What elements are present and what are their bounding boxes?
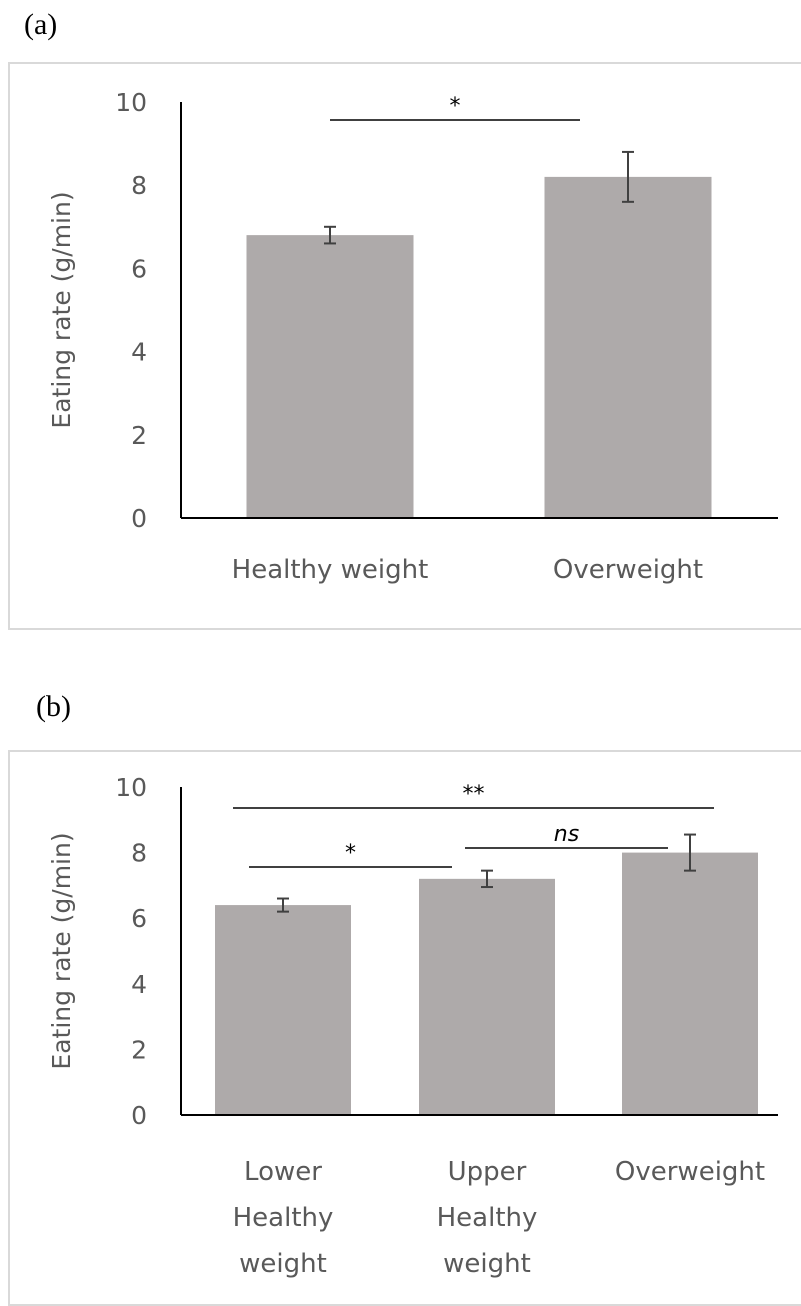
significance-label-b: ** <box>463 782 485 807</box>
significance-label-b: ns <box>554 822 579 847</box>
y-tick-label-b: 2 <box>131 1035 147 1064</box>
category-label-b-1: Lower <box>244 1157 322 1187</box>
y-tick-label-a: 4 <box>131 338 147 367</box>
y-tick-label-b: 8 <box>131 839 147 868</box>
category-label-b-1: Healthy <box>233 1203 334 1233</box>
panel-label-b: (b) <box>36 690 71 723</box>
panel-label-a: (a) <box>24 8 58 41</box>
y-axis-label-b: Eating rate (g/min) <box>47 832 76 1069</box>
category-label-a-2: Overweight <box>553 555 703 585</box>
significance-label-b: * <box>345 841 356 866</box>
category-label-b-1: weight <box>239 1249 327 1279</box>
category-label-b-3: Overweight <box>615 1157 765 1187</box>
y-tick-label-b: 6 <box>131 904 147 933</box>
bar-b-3 <box>622 852 758 1115</box>
y-tick-label-a: 0 <box>131 504 147 533</box>
bar-b-2 <box>419 878 555 1115</box>
y-tick-label-b: 0 <box>131 1101 147 1130</box>
y-tick-label-a: 2 <box>131 421 147 450</box>
category-label-b-2: Healthy <box>437 1203 538 1233</box>
y-tick-label-a: 10 <box>115 88 147 117</box>
y-tick-label-b: 4 <box>131 970 147 999</box>
category-label-b-2: Upper <box>448 1157 527 1187</box>
bar-a-1 <box>246 235 414 518</box>
bar-a-2 <box>544 176 712 518</box>
significance-label-a: * <box>450 94 461 119</box>
bar-b-1 <box>215 905 351 1115</box>
y-tick-label-a: 6 <box>131 254 147 283</box>
category-label-b-2: weight <box>443 1249 531 1279</box>
category-label-a-1: Healthy weight <box>232 555 429 585</box>
y-tick-label-a: 8 <box>131 171 147 200</box>
y-axis-label-a: Eating rate (g/min) <box>47 191 76 428</box>
y-tick-label-b: 10 <box>115 773 147 802</box>
